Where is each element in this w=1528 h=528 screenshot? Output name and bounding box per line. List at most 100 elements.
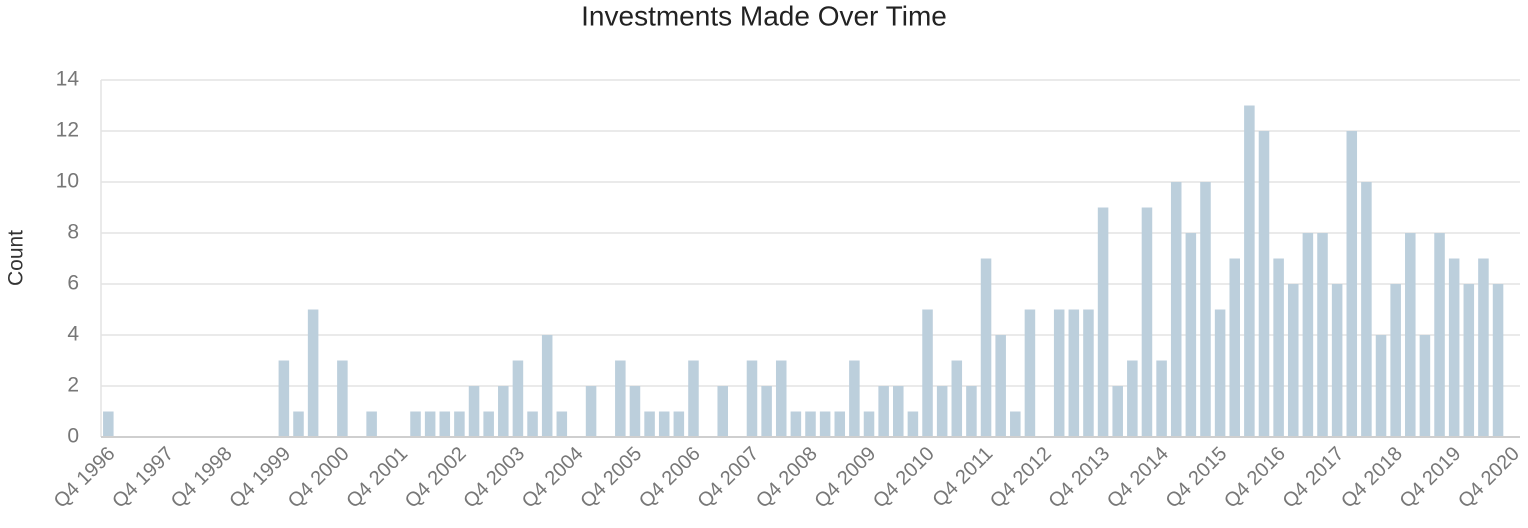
bar bbox=[498, 386, 509, 437]
bar bbox=[1463, 284, 1475, 437]
bar bbox=[1053, 309, 1065, 437]
bar bbox=[746, 360, 758, 437]
bar bbox=[1170, 182, 1182, 437]
bar bbox=[1434, 233, 1445, 437]
bar bbox=[849, 360, 860, 437]
bar bbox=[878, 386, 889, 437]
y-axis-label: Count bbox=[5, 230, 28, 286]
bar bbox=[454, 411, 465, 437]
bar bbox=[512, 360, 524, 437]
bar bbox=[980, 258, 992, 437]
chart-title: Investments Made Over Time bbox=[581, 0, 947, 31]
x-tick-label: Q4 2010 bbox=[869, 443, 939, 513]
bar bbox=[1024, 309, 1036, 437]
y-tick-label: 14 bbox=[56, 68, 80, 91]
x-tick-label: Q4 1998 bbox=[167, 443, 237, 513]
bar bbox=[366, 411, 377, 437]
x-tick-label: Q4 2012 bbox=[986, 443, 1056, 513]
bar bbox=[1302, 233, 1314, 437]
x-tick-label: Q4 2003 bbox=[459, 443, 529, 513]
bar bbox=[907, 411, 919, 437]
bar bbox=[966, 386, 977, 437]
bar bbox=[1287, 284, 1299, 437]
x-tick-label: Q4 2017 bbox=[1279, 443, 1349, 513]
bar bbox=[1405, 233, 1416, 437]
bar bbox=[951, 360, 963, 437]
x-tick-label: Q4 1999 bbox=[225, 443, 295, 513]
bar bbox=[1492, 284, 1504, 437]
bar bbox=[673, 411, 685, 437]
x-tick-label: Q4 2005 bbox=[576, 443, 646, 513]
bar bbox=[1097, 207, 1109, 437]
bar bbox=[337, 360, 348, 437]
x-tick-label: Q4 2000 bbox=[284, 443, 354, 513]
bar bbox=[1448, 258, 1460, 437]
x-tick-label: Q4 2008 bbox=[752, 443, 822, 513]
bar bbox=[1478, 258, 1489, 437]
bar bbox=[410, 411, 421, 437]
bar bbox=[1317, 233, 1328, 437]
x-tick-label: Q4 2020 bbox=[1454, 443, 1524, 513]
y-tick-label: 10 bbox=[56, 170, 79, 193]
bar bbox=[1229, 258, 1241, 437]
bar bbox=[936, 386, 948, 437]
bar bbox=[1127, 360, 1138, 437]
x-tick-label: Q4 2009 bbox=[810, 443, 880, 513]
bar bbox=[103, 411, 114, 437]
bar bbox=[790, 411, 802, 437]
bar bbox=[1141, 207, 1153, 437]
bar bbox=[1390, 284, 1401, 437]
bar bbox=[556, 411, 568, 437]
x-tick-label: Q4 1997 bbox=[108, 443, 178, 513]
bar bbox=[468, 386, 480, 437]
bar bbox=[1331, 284, 1343, 437]
y-tick-label: 4 bbox=[67, 323, 79, 346]
bar bbox=[863, 411, 875, 437]
bar bbox=[688, 360, 699, 437]
y-tick-label: 12 bbox=[56, 119, 79, 142]
bar bbox=[1258, 131, 1270, 437]
x-tick-label: Q4 2006 bbox=[635, 443, 705, 513]
x-tick-label: Q4 2004 bbox=[518, 443, 588, 513]
bar bbox=[541, 335, 553, 437]
x-tick-label: Q4 2011 bbox=[929, 443, 998, 512]
bar bbox=[1200, 182, 1211, 437]
bar bbox=[1068, 309, 1080, 437]
bar bbox=[1273, 258, 1284, 437]
x-tick-label: Q4 2015 bbox=[1162, 443, 1232, 513]
x-tick-label: Q4 2001 bbox=[342, 443, 412, 513]
x-tick-label: Q4 2007 bbox=[693, 443, 763, 513]
bar bbox=[1419, 335, 1431, 437]
bar bbox=[1156, 360, 1167, 437]
bar bbox=[1010, 411, 1021, 437]
y-tick-label: 6 bbox=[67, 272, 79, 295]
bar bbox=[717, 386, 728, 437]
bar bbox=[1244, 105, 1255, 437]
x-tick-label: Q4 2002 bbox=[401, 443, 471, 513]
x-tick-label: Q4 2013 bbox=[1045, 443, 1115, 513]
bar bbox=[307, 309, 319, 437]
bar bbox=[1361, 182, 1372, 437]
bar bbox=[922, 309, 933, 437]
bar bbox=[658, 411, 670, 437]
bar bbox=[424, 411, 436, 437]
y-tick-label: 8 bbox=[67, 221, 79, 244]
bar bbox=[293, 411, 304, 437]
bar bbox=[585, 386, 597, 437]
bar bbox=[893, 386, 904, 437]
bar bbox=[644, 411, 655, 437]
x-tick-label: Q4 2016 bbox=[1220, 443, 1290, 513]
bar bbox=[1346, 131, 1358, 437]
bar bbox=[1083, 309, 1094, 437]
bar bbox=[819, 411, 831, 437]
bar bbox=[483, 411, 494, 437]
bar bbox=[805, 411, 816, 437]
bar bbox=[1214, 309, 1226, 437]
bar bbox=[761, 386, 772, 437]
x-tick-label: Q4 2019 bbox=[1396, 443, 1466, 513]
x-tick-label: Q4 2014 bbox=[1103, 443, 1173, 513]
x-tick-label: Q4 1996 bbox=[50, 443, 120, 513]
bar bbox=[615, 360, 626, 437]
bar bbox=[1375, 335, 1387, 437]
